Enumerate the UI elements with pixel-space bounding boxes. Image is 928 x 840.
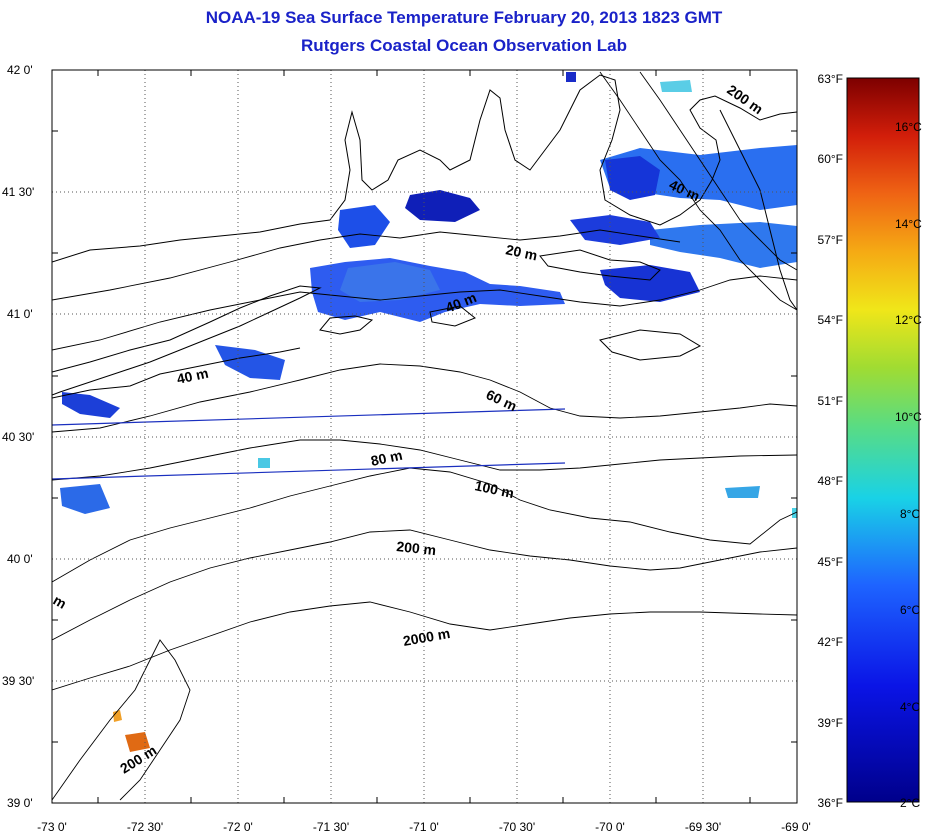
transect-line-south [52, 462, 566, 480]
contour-canyon-200m [52, 639, 191, 801]
long-island-south [52, 347, 301, 399]
lon-label: -72 0' [223, 820, 253, 834]
sst-patch-west [62, 392, 120, 418]
lon-label: -69 30' [685, 820, 721, 834]
c-label: 14°C [895, 217, 922, 231]
sst-patch-east-south [650, 222, 797, 268]
map-title: NOAA-19 Sea Surface Temperature February… [205, 8, 723, 27]
f-label: 63°F [818, 72, 843, 86]
coastline-layer [52, 74, 797, 399]
graticule [52, 70, 797, 803]
contour-label-80m: 80 m [369, 447, 404, 469]
sst-patch-west-south [60, 484, 110, 514]
contour-gulf-200m [599, 71, 797, 311]
cape-outer [719, 109, 797, 311]
lon-label: -73 0' [37, 820, 67, 834]
celsius-labels: 16°C 14°C 12°C 10°C 8°C 6°C 4°C 2°C [895, 120, 922, 810]
latitude-labels: 42 0' 41 30' 41 0' 40 30' 40 0' 39 30' 3… [2, 63, 34, 810]
nantucket [599, 329, 702, 361]
f-label: 48°F [818, 474, 843, 488]
f-label: 36°F [818, 796, 843, 810]
f-label: 54°F [818, 313, 843, 327]
sst-patch-li-sound [215, 345, 285, 380]
lat-label: 39 30' [2, 674, 34, 688]
bathymetry-layer [52, 71, 797, 801]
sst-patch-east-core [605, 156, 660, 200]
map-subtitle: Rutgers Coastal Ocean Observation Lab [301, 36, 627, 55]
c-label: 10°C [895, 410, 922, 424]
transect-line-north [52, 408, 566, 426]
marthas-vineyard [539, 249, 661, 281]
mainland-coast [52, 74, 797, 263]
lon-label: -69 0' [781, 820, 811, 834]
f-label: 57°F [818, 233, 843, 247]
contour-100m [52, 467, 797, 583]
long-island-north [52, 285, 322, 396]
sst-patch-nantucket [600, 265, 700, 302]
lon-label: -70 30' [499, 820, 535, 834]
sst-patch-central-light [340, 262, 440, 302]
c-label: 4°C [900, 700, 920, 714]
lat-label: 41 30' [2, 185, 34, 199]
contour-20m [52, 229, 681, 301]
c-label: 6°C [900, 603, 920, 617]
contour-200m [52, 529, 797, 641]
contour-label-40m-west: 40 m [175, 365, 210, 387]
sst-data-layer [60, 72, 797, 752]
f-label: 51°F [818, 394, 843, 408]
block-island [319, 315, 374, 335]
lat-label: 39 0' [7, 796, 33, 810]
sst-patch-warm-2 [125, 732, 150, 752]
contour-40m [52, 275, 797, 351]
sst-patch-shoals [570, 215, 660, 245]
lon-label: -71 0' [409, 820, 439, 834]
contour-label-200m: 200 m [396, 538, 437, 558]
sst-patch-shelf-east [725, 486, 760, 498]
f-label: 45°F [818, 555, 843, 569]
contour-80m [52, 439, 797, 481]
c-label: 8°C [900, 507, 920, 521]
lat-label: 41 0' [7, 307, 33, 321]
colorbar [846, 77, 920, 803]
lat-label: 40 0' [7, 552, 33, 566]
frame-ticks [52, 70, 797, 803]
longitude-labels: -73 0' -72 30' -72 0' -71 30' -71 0' -70… [37, 820, 811, 834]
sst-patch-gulf [660, 80, 692, 92]
sst-patch-bay [338, 205, 390, 248]
contour-60m [52, 363, 797, 433]
f-label: 42°F [818, 635, 843, 649]
c-label: 12°C [895, 313, 922, 327]
c-label: 2°C [900, 796, 920, 810]
contour-gulf-100m [639, 71, 797, 271]
f-label: 60°F [818, 152, 843, 166]
contour-2000m [52, 601, 797, 691]
lon-label: -71 30' [313, 820, 349, 834]
lat-label: 42 0' [7, 63, 33, 77]
transect-layer [52, 408, 566, 480]
f-label: 39°F [818, 716, 843, 730]
contour-label-20m: 20 m [504, 241, 539, 263]
sst-pixel-mid [258, 458, 270, 468]
sst-pixel-north [566, 72, 576, 82]
map-frame [51, 69, 798, 804]
c-label: 16°C [895, 120, 922, 134]
lon-label: -72 30' [127, 820, 163, 834]
fahrenheit-labels: 63°F 60°F 57°F 54°F 51°F 48°F 45°F 42°F … [818, 72, 843, 810]
lon-label: -70 0' [595, 820, 625, 834]
marthas-vineyard-shelf [429, 305, 476, 327]
lat-label: 40 30' [2, 430, 34, 444]
sst-patch-east-north [600, 145, 797, 210]
